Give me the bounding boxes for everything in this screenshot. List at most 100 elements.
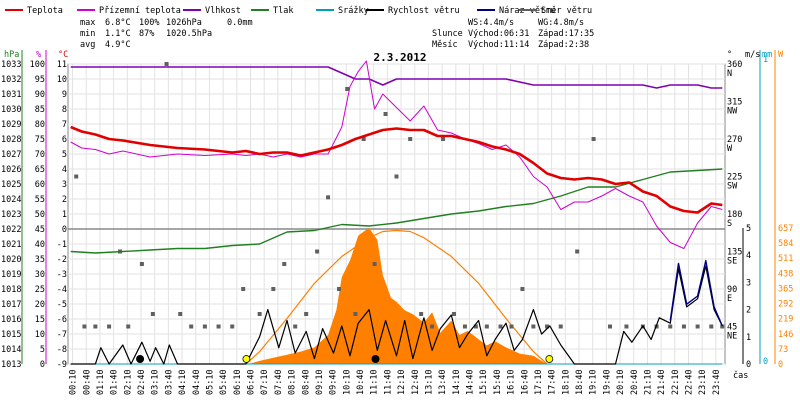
wind-direction-point [271, 287, 276, 291]
temp-tick-label: -6 [57, 315, 67, 325]
press-tick-label: 1031 [1, 90, 21, 100]
x-tick-label: 02:10 [123, 369, 133, 395]
wind-direction-point [230, 324, 235, 329]
hum-tick-label: 95 [35, 75, 45, 85]
temp-tick-label: 5 [62, 150, 67, 160]
x-tick-label: 18:10 [561, 369, 571, 395]
stat-min-label: min [80, 29, 95, 39]
x-tick-label: 10:10 [342, 369, 352, 395]
wind-direction-point [509, 324, 514, 329]
hum-tick-label: 50 [35, 210, 45, 220]
x-tick-label: 19:10 [589, 369, 599, 395]
x-tick-label: 05:40 [219, 369, 229, 395]
temp-axis-unit: °C [58, 50, 68, 60]
press-tick-label: 1028 [1, 135, 21, 145]
wind-speed-info: WS:4.4m/s [468, 18, 514, 28]
dir-tick-compass: E [727, 294, 732, 304]
x-tick-label: 22:40 [685, 369, 695, 395]
wind-direction-point [498, 324, 503, 329]
dir-tick-compass: NE [727, 332, 737, 342]
speed-tick-label: 1 [746, 333, 751, 343]
x-tick-label: 08:40 [301, 369, 311, 395]
plot-area [70, 60, 725, 365]
hum-tick-label: 55 [35, 195, 45, 205]
dir-axis-unit: ° [727, 50, 732, 60]
wind-direction-point [372, 262, 377, 266]
wind-direction-point [189, 324, 194, 329]
x-tick-label: 21:40 [657, 369, 667, 395]
wind-direction-point [293, 324, 298, 329]
x-tick-label: 06:40 [247, 369, 257, 395]
temp-tick-label: 0 [62, 225, 67, 235]
solar-tick-label: 365 [778, 284, 793, 294]
press-tick-label: 1019 [1, 270, 21, 280]
solar-tick-label: 219 [778, 315, 793, 325]
x-tick-label: 20:40 [630, 369, 640, 395]
x-tick-label: 02:40 [137, 369, 147, 395]
stat-max-rain: 0.0mm [227, 18, 253, 28]
solar-tick-label: 292 [778, 300, 793, 310]
stat-min-press: 1020.5hPa [166, 29, 212, 39]
solar-tick-label: 511 [778, 254, 793, 264]
hum-axis-unit: % [36, 50, 41, 60]
hum-tick-label: 5 [40, 345, 45, 355]
solar-tick-label: 657 [778, 224, 793, 234]
series-solar-area [248, 228, 548, 364]
temp-tick-label: -3 [57, 270, 67, 280]
wind-direction-point [337, 287, 342, 291]
press-tick-label: 1018 [1, 285, 21, 295]
legend-label: Přízemní teplota [99, 6, 181, 16]
stat-max-label: max [80, 18, 95, 28]
hum-tick-label: 20 [35, 300, 45, 310]
temp-tick-label: 9 [62, 90, 67, 100]
temp-tick-label: 11 [57, 60, 67, 70]
x-tick-label: 01:40 [110, 369, 120, 395]
x-tick-label: 16:40 [520, 369, 530, 395]
wind-direction-point [575, 249, 580, 254]
dir-tick-label: 360 [727, 60, 742, 70]
x-axis-title: čas [733, 370, 748, 381]
wind-direction-point [383, 112, 388, 116]
x-tick-label: 11:10 [370, 369, 380, 395]
moon-label: Měsíc [432, 40, 458, 50]
wind-direction-point [695, 324, 700, 329]
x-tick-label: 09:40 [329, 369, 339, 395]
temp-tick-label: 3 [62, 180, 67, 190]
speed-tick-label: 0 [746, 360, 751, 370]
wind-direction-point [126, 324, 131, 329]
wind-direction-point [558, 324, 563, 329]
wind-direction-point [419, 312, 424, 316]
x-tick-label: 09:10 [315, 369, 325, 395]
x-tick-label: 08:10 [288, 369, 298, 395]
stat-min-temp: 1.1°C [105, 29, 131, 39]
hum-tick-label: 85 [35, 105, 45, 115]
press-axis-unit: hPa [4, 50, 19, 60]
speed-tick-label: 4 [746, 251, 751, 261]
moonrise-marker [371, 355, 380, 363]
press-tick-label: 1032 [1, 75, 21, 85]
press-tick-label: 1023 [1, 210, 21, 220]
wind-direction-point [107, 324, 112, 329]
temp-tick-label: 6 [62, 135, 67, 145]
hum-tick-label: 25 [35, 285, 45, 295]
x-tick-label: 10:40 [356, 369, 366, 395]
hum-tick-label: 70 [35, 150, 45, 160]
x-tick-label: 13:10 [424, 369, 434, 395]
wind-direction-point [394, 174, 399, 179]
temp-tick-label: -4 [57, 285, 67, 295]
series-ground [70, 60, 723, 249]
wind-direction-point [473, 324, 478, 329]
x-tick-label: 03:40 [164, 369, 174, 395]
stat-max-hum: 100% [139, 18, 159, 28]
series-gust [669, 259, 723, 327]
dir-tick-label: 315 [727, 98, 742, 108]
moonrise-time: Východ:11:14 [468, 40, 529, 50]
series-solar_max [245, 229, 548, 365]
dir-tick-compass: SE [727, 257, 737, 267]
series-wind [70, 265, 723, 365]
stat-max-temp: 6.8°C [105, 18, 131, 28]
press-tick-label: 1017 [1, 300, 21, 310]
x-tick-label: 01:10 [96, 369, 106, 395]
x-tick-label: 11:40 [383, 369, 393, 395]
x-tick-label: 12:40 [411, 369, 421, 395]
